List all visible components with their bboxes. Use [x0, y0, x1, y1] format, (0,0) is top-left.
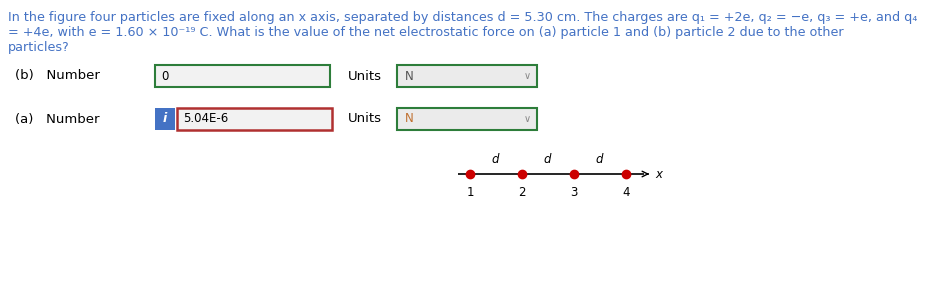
FancyBboxPatch shape	[397, 108, 537, 130]
Text: (a)   Number: (a) Number	[15, 112, 100, 126]
Text: ∨: ∨	[523, 71, 531, 81]
Text: ∨: ∨	[523, 114, 531, 124]
Text: $d$: $d$	[491, 152, 501, 166]
FancyBboxPatch shape	[397, 65, 537, 87]
Text: 0: 0	[161, 70, 169, 82]
Text: In the figure four particles are fixed along an x axis, separated by distances d: In the figure four particles are fixed a…	[8, 11, 918, 24]
Text: $d$: $d$	[595, 152, 604, 166]
Text: i: i	[163, 112, 167, 126]
FancyBboxPatch shape	[155, 65, 330, 87]
Text: N: N	[405, 70, 414, 82]
Text: particles?: particles?	[8, 41, 70, 54]
FancyBboxPatch shape	[177, 108, 332, 130]
Text: Units: Units	[348, 112, 382, 126]
Text: 4: 4	[622, 186, 630, 199]
Text: x: x	[655, 168, 662, 181]
Text: 3: 3	[571, 186, 578, 199]
Text: 5.04E-6: 5.04E-6	[183, 112, 228, 126]
Text: 1: 1	[466, 186, 473, 199]
Text: $d$: $d$	[543, 152, 553, 166]
FancyBboxPatch shape	[155, 108, 175, 130]
Text: Units: Units	[348, 70, 382, 82]
Text: = +4e, with e = 1.60 × 10⁻¹⁹ C. What is the value of the net electrostatic force: = +4e, with e = 1.60 × 10⁻¹⁹ C. What is …	[8, 26, 844, 39]
Text: N: N	[405, 112, 414, 126]
Text: (b)   Number: (b) Number	[15, 70, 100, 82]
Text: 2: 2	[519, 186, 526, 199]
